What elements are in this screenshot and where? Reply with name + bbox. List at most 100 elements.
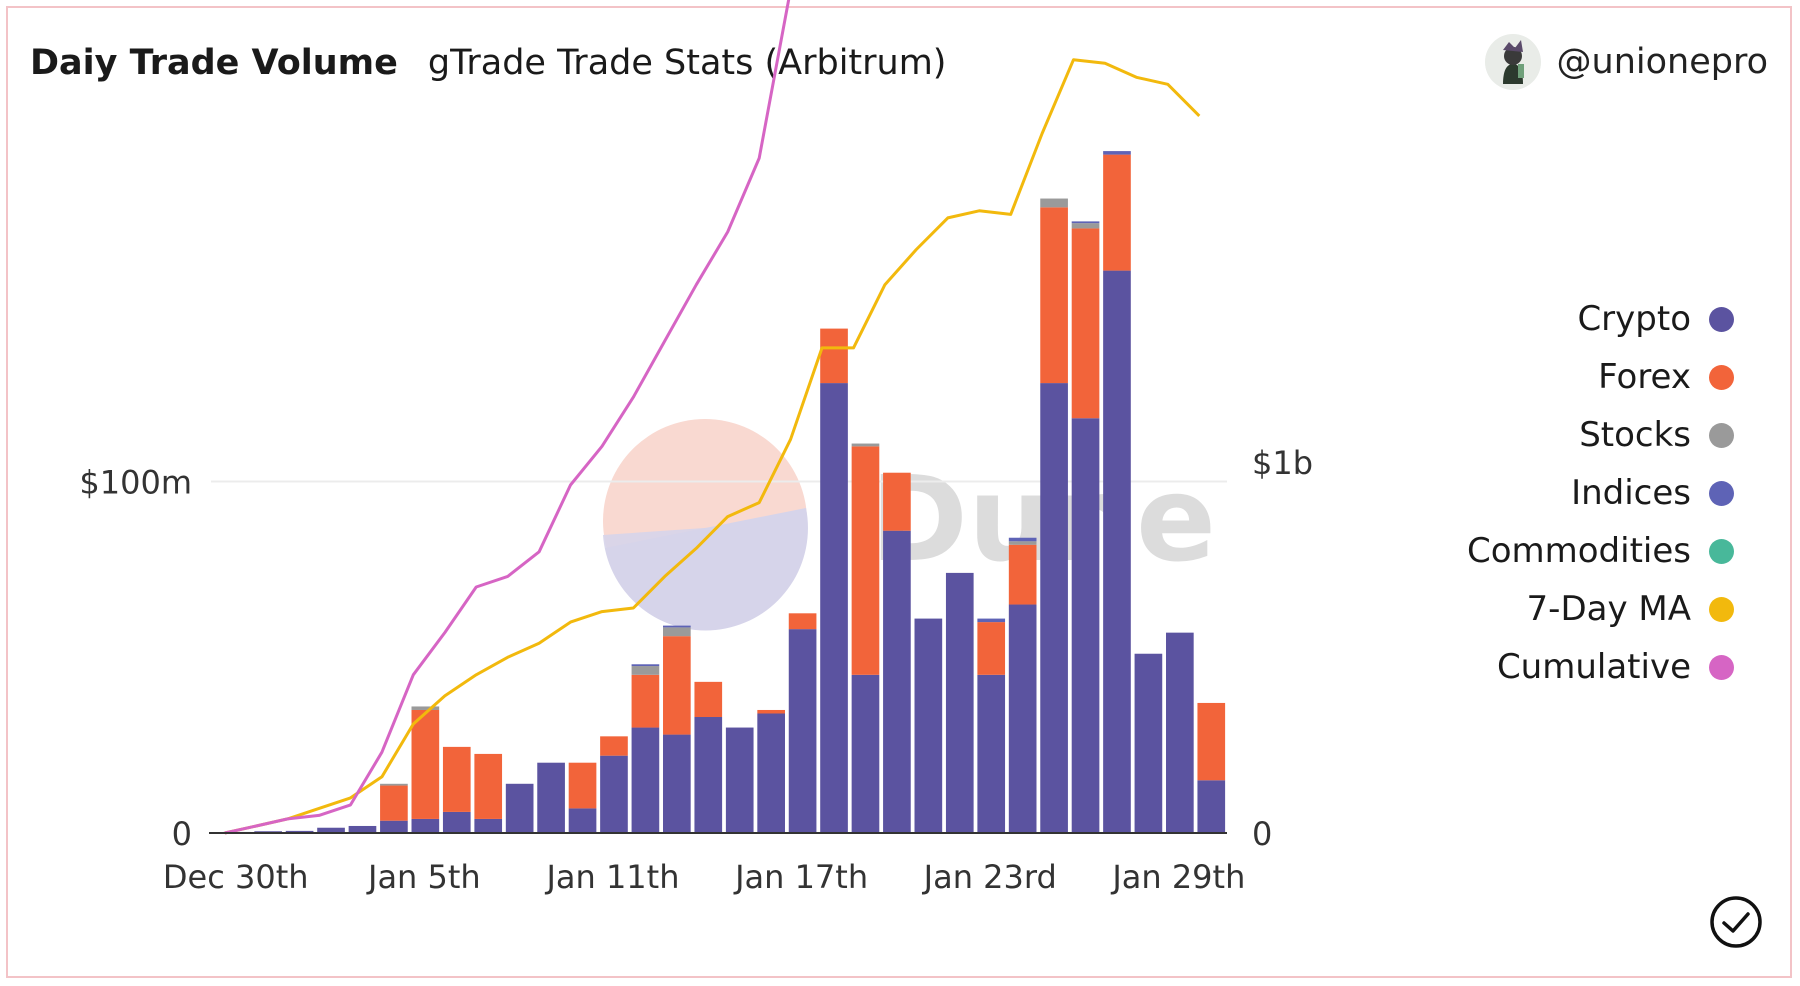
bar-crypto-29[interactable] (1134, 653, 1163, 833)
user-avatar-icon (1484, 34, 1541, 90)
bar-forex-17[interactable] (757, 709, 785, 714)
legend-swatch (1709, 654, 1734, 680)
legend-item-crypto[interactable]: Crypto (1467, 290, 1734, 348)
bar-crypto-20[interactable] (851, 674, 880, 833)
bar-crypto-18[interactable] (788, 629, 817, 833)
legend-swatch (1709, 538, 1734, 564)
bar-indices-27[interactable] (1071, 221, 1100, 224)
bar-forex-25[interactable] (1008, 544, 1037, 605)
legend-swatch (1709, 422, 1734, 448)
legend-item-stocks[interactable]: Stocks (1467, 406, 1734, 464)
legend-label: Commodities (1466, 531, 1691, 571)
bar-forex-18[interactable] (788, 613, 817, 630)
bar-forex-19[interactable] (820, 328, 848, 384)
x-axis-tick-label: Jan 17th (733, 858, 868, 896)
bar-crypto-23[interactable] (945, 572, 974, 833)
line-7-day-ma[interactable] (224, 58, 1201, 835)
bar-indices-28[interactable] (1103, 151, 1131, 155)
bar-crypto-16[interactable] (725, 727, 754, 833)
chart-header: Daiy Trade Volume gTrade Trade Stats (Ar… (30, 38, 946, 88)
check-circle-icon[interactable] (1708, 894, 1764, 954)
author-handle[interactable]: @unionepro (1556, 42, 1768, 82)
legend-item-commodities[interactable]: Commodities (1467, 522, 1734, 580)
bar-indices-13[interactable] (631, 664, 660, 667)
bar-stocks-13[interactable] (631, 666, 660, 675)
bar-forex-24[interactable] (977, 622, 1006, 675)
bar-stocks-25[interactable] (1008, 541, 1037, 545)
bar-crypto-30[interactable] (1166, 632, 1194, 833)
bar-forex-7[interactable] (442, 746, 471, 812)
bar-stocks-5[interactable] (380, 783, 408, 786)
bar-forex-20[interactable] (851, 446, 880, 675)
bar-forex-5[interactable] (380, 785, 408, 821)
bar-crypto-25[interactable] (1008, 604, 1037, 833)
legend-item-7-day-ma[interactable]: 7-Day MA (1467, 580, 1734, 638)
bar-stocks-26[interactable] (1040, 198, 1068, 208)
bar-forex-15[interactable] (694, 681, 723, 718)
bar-crypto-31[interactable] (1197, 780, 1226, 833)
bar-crypto-8[interactable] (474, 818, 503, 833)
bar-crypto-21[interactable] (883, 530, 911, 833)
bar-crypto-27[interactable] (1071, 418, 1100, 833)
bar-crypto-9[interactable] (505, 783, 534, 833)
chart-legend: Crypto Forex Stocks Indices Commodities 7-Day… (1467, 290, 1734, 696)
legend-swatch (1709, 596, 1734, 622)
bar-crypto-4[interactable] (348, 825, 377, 833)
legend-item-indices[interactable]: Indices (1467, 464, 1734, 522)
bar-crypto-6[interactable] (411, 818, 440, 833)
bar-crypto-15[interactable] (694, 717, 723, 833)
bar-forex-12[interactable] (600, 736, 628, 756)
bar-crypto-28[interactable] (1103, 270, 1131, 834)
bar-forex-26[interactable] (1040, 207, 1068, 384)
bar-forex-28[interactable] (1103, 154, 1131, 271)
legend-label: Indices (1571, 473, 1691, 513)
legend-swatch (1709, 364, 1734, 390)
left-axis-tick-label: $100m (79, 464, 192, 502)
bar-stocks-20[interactable] (851, 443, 880, 447)
bar-forex-8[interactable] (474, 753, 503, 819)
bar-stocks-14[interactable] (663, 627, 691, 637)
bar-crypto-7[interactable] (442, 811, 471, 833)
bar-indices-25[interactable] (1008, 537, 1037, 542)
bar-crypto-13[interactable] (631, 727, 660, 833)
bar-forex-11[interactable] (568, 762, 597, 809)
dashboard-subtitle[interactable]: gTrade Trade Stats (Arbitrum) (427, 43, 947, 83)
chart-title: Daiy Trade Volume (30, 43, 398, 83)
author-link[interactable]: @unionepro (1484, 34, 1768, 90)
bar-crypto-10[interactable] (537, 762, 565, 833)
legend-label: Crypto (1577, 299, 1691, 339)
bar-crypto-24[interactable] (977, 674, 1006, 833)
bar-indices-24[interactable] (977, 618, 1006, 623)
bar-forex-14[interactable] (663, 636, 691, 735)
bar-forex-6[interactable] (411, 709, 440, 819)
legend-label: Forex (1598, 357, 1691, 397)
x-axis-tick-label: Jan 23rd (922, 858, 1057, 896)
bar-forex-21[interactable] (883, 472, 911, 531)
bar-forex-13[interactable] (631, 674, 660, 728)
bar-crypto-12[interactable] (600, 755, 628, 833)
left-axis-tick-label: 0 (172, 815, 192, 853)
x-axis-tick-label: Jan 29th (1110, 858, 1245, 896)
legend-swatch (1709, 480, 1734, 506)
bar-stocks-27[interactable] (1071, 223, 1100, 229)
bar-crypto-2[interactable] (285, 830, 314, 833)
bar-indices-14[interactable] (663, 625, 691, 628)
bar-crypto-22[interactable] (914, 618, 943, 833)
legend-item-cumulative[interactable]: Cumulative (1467, 638, 1734, 696)
bar-forex-27[interactable] (1071, 228, 1100, 419)
bar-crypto-26[interactable] (1040, 383, 1068, 833)
line-cumulative[interactable] (224, 0, 1200, 835)
legend-label: 7-Day MA (1526, 589, 1691, 629)
legend-label: Stocks (1579, 415, 1691, 455)
x-axis-tick-label: Dec 30th (163, 858, 309, 896)
bar-crypto-14[interactable] (663, 734, 691, 833)
bar-crypto-11[interactable] (568, 808, 597, 833)
bar-forex-31[interactable] (1197, 702, 1226, 781)
bar-crypto-3[interactable] (317, 827, 345, 833)
legend-item-forex[interactable]: Forex (1467, 348, 1734, 406)
bar-crypto-19[interactable] (820, 383, 848, 833)
bar-crypto-17[interactable] (757, 713, 785, 833)
bar-crypto-5[interactable] (380, 820, 408, 833)
bar-stocks-6[interactable] (411, 706, 440, 710)
